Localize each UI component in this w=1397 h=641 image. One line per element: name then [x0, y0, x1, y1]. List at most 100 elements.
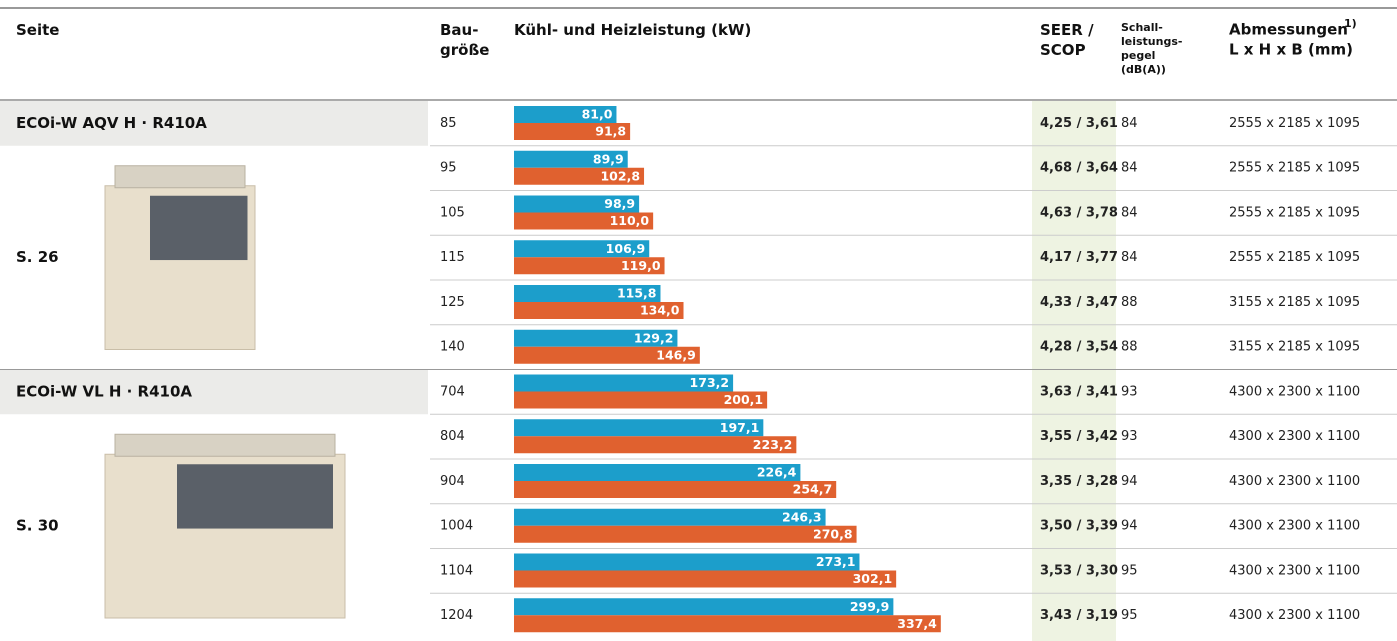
efficiency-column-bg — [1032, 101, 1116, 641]
efficiency: 3,63 / 3,41 — [1040, 384, 1118, 399]
cooling-bar — [514, 195, 640, 213]
group-name: ECOi-W VL H · R410A — [16, 382, 192, 400]
dimensions: 4300 x 2300 x 1100 — [1229, 608, 1360, 623]
cooling-label: 197,1 — [720, 420, 760, 435]
header-efficiency-line: SEER / — [1040, 21, 1094, 39]
cooling-bar — [514, 374, 734, 392]
efficiency: 4,33 / 3,47 — [1040, 295, 1118, 310]
heating-bar — [514, 212, 654, 230]
group-page: S. 30 — [16, 517, 59, 535]
header-efficiency: SEER / SCOP — [1040, 21, 1094, 59]
product-image-coil — [177, 464, 333, 529]
heating-label: 254,7 — [793, 482, 833, 497]
heating-bar — [514, 481, 837, 498]
size: 1104 — [440, 563, 473, 578]
heating-bar — [514, 436, 797, 454]
dimensions: 2555 x 2185 x 1095 — [1229, 116, 1360, 131]
size: 1204 — [440, 608, 473, 623]
header-sound: Schall-leistungs-pegel (dB(A)) — [1121, 21, 1182, 76]
cooling-label: 89,9 — [593, 151, 624, 166]
size: 105 — [440, 205, 465, 220]
header-size-line: Bau- — [440, 21, 478, 39]
dimensions: 4300 x 2300 x 1100 — [1229, 384, 1360, 399]
size: 904 — [440, 474, 465, 489]
dimensions: 2555 x 2185 x 1095 — [1229, 205, 1360, 220]
size: 1004 — [440, 519, 473, 534]
heating-label: 119,0 — [621, 258, 661, 273]
cooling-label: 106,9 — [606, 241, 646, 256]
header-capacity: Kühl- und Heizleistung (kW) — [514, 21, 751, 39]
header-capacity-line: Kühl- und Heizleistung (kW) — [514, 21, 751, 39]
cooling-label: 226,4 — [757, 465, 797, 480]
sound: 84 — [1121, 116, 1138, 131]
group-page: S. 26 — [16, 248, 59, 266]
efficiency: 4,68 / 3,64 — [1040, 161, 1118, 176]
heating-label: 302,1 — [853, 571, 893, 586]
product-image-coil — [150, 195, 248, 261]
efficiency: 3,43 / 3,19 — [1040, 608, 1118, 623]
header-sound-line: (dB(A)) — [1121, 63, 1166, 76]
cooling-label: 115,8 — [617, 286, 657, 301]
size: 115 — [440, 250, 465, 265]
header-sound-line: pegel — [1121, 49, 1155, 62]
size: 804 — [440, 429, 465, 444]
heating-label: 91,8 — [595, 124, 626, 139]
heating-bar — [514, 346, 700, 364]
header-page: Seite — [16, 21, 59, 39]
product-image-fans — [114, 165, 246, 189]
header-efficiency-line: SCOP — [1040, 41, 1086, 59]
cooling-bar — [514, 508, 826, 526]
heating-label: 337,4 — [897, 616, 937, 631]
header-dimensions-note: 1) — [1344, 17, 1357, 30]
sound: 94 — [1121, 519, 1138, 534]
heating-bar — [514, 391, 768, 409]
group-name: ECOi-W AQV H · R410A — [16, 114, 207, 132]
sound: 94 — [1121, 474, 1138, 489]
size: 125 — [440, 295, 465, 310]
header-sound-line: leistungs- — [1121, 35, 1182, 48]
efficiency: 3,35 / 3,28 — [1040, 474, 1118, 489]
header-size-line: größe — [440, 41, 489, 59]
cooling-label: 273,1 — [816, 554, 856, 569]
header-page-line: Seite — [16, 21, 59, 39]
heating-bar — [514, 257, 665, 275]
heating-bar — [514, 302, 684, 319]
header-dimensions: Abmessungen — [1229, 21, 1348, 39]
heating-label: 146,9 — [656, 347, 696, 362]
dimensions: 4300 x 2300 x 1100 — [1229, 429, 1360, 444]
product-image-fans — [114, 433, 336, 457]
cooling-bar — [514, 285, 661, 302]
dimensions: 2555 x 2185 x 1095 — [1229, 250, 1360, 265]
heating-bar — [514, 615, 941, 633]
size: 85 — [440, 116, 457, 131]
cooling-bar — [514, 598, 894, 616]
cooling-bar — [514, 553, 860, 571]
efficiency: 3,50 / 3,39 — [1040, 519, 1118, 534]
sound: 84 — [1121, 250, 1138, 265]
efficiency: 4,63 / 3,78 — [1040, 205, 1118, 220]
cooling-bar — [514, 464, 801, 481]
heating-label: 223,2 — [753, 437, 793, 452]
sound: 95 — [1121, 563, 1138, 578]
cooling-label: 246,3 — [782, 509, 822, 524]
header-sound-line: Schall- — [1121, 21, 1163, 34]
group-name-bg — [0, 369, 428, 415]
efficiency: 4,28 / 3,54 — [1040, 340, 1118, 355]
sound: 95 — [1121, 608, 1138, 623]
heating-label: 134,0 — [640, 303, 680, 318]
heating-label: 270,8 — [813, 526, 853, 541]
cooling-bar — [514, 240, 650, 258]
cooling-label: 98,9 — [604, 196, 635, 211]
cooling-label: 173,2 — [690, 375, 730, 390]
cooling-label: 299,9 — [850, 599, 890, 614]
sound: 93 — [1121, 429, 1138, 444]
size: 704 — [440, 384, 465, 399]
heating-bar — [514, 167, 645, 185]
cooling-bar — [514, 150, 628, 168]
size: 95 — [440, 161, 457, 176]
dimensions: 4300 x 2300 x 1100 — [1229, 563, 1360, 578]
efficiency: 3,55 / 3,42 — [1040, 429, 1118, 444]
efficiency: 4,17 / 3,77 — [1040, 250, 1118, 265]
header-size: Bau-größe — [440, 21, 489, 59]
dimensions: 4300 x 2300 x 1100 — [1229, 474, 1360, 489]
